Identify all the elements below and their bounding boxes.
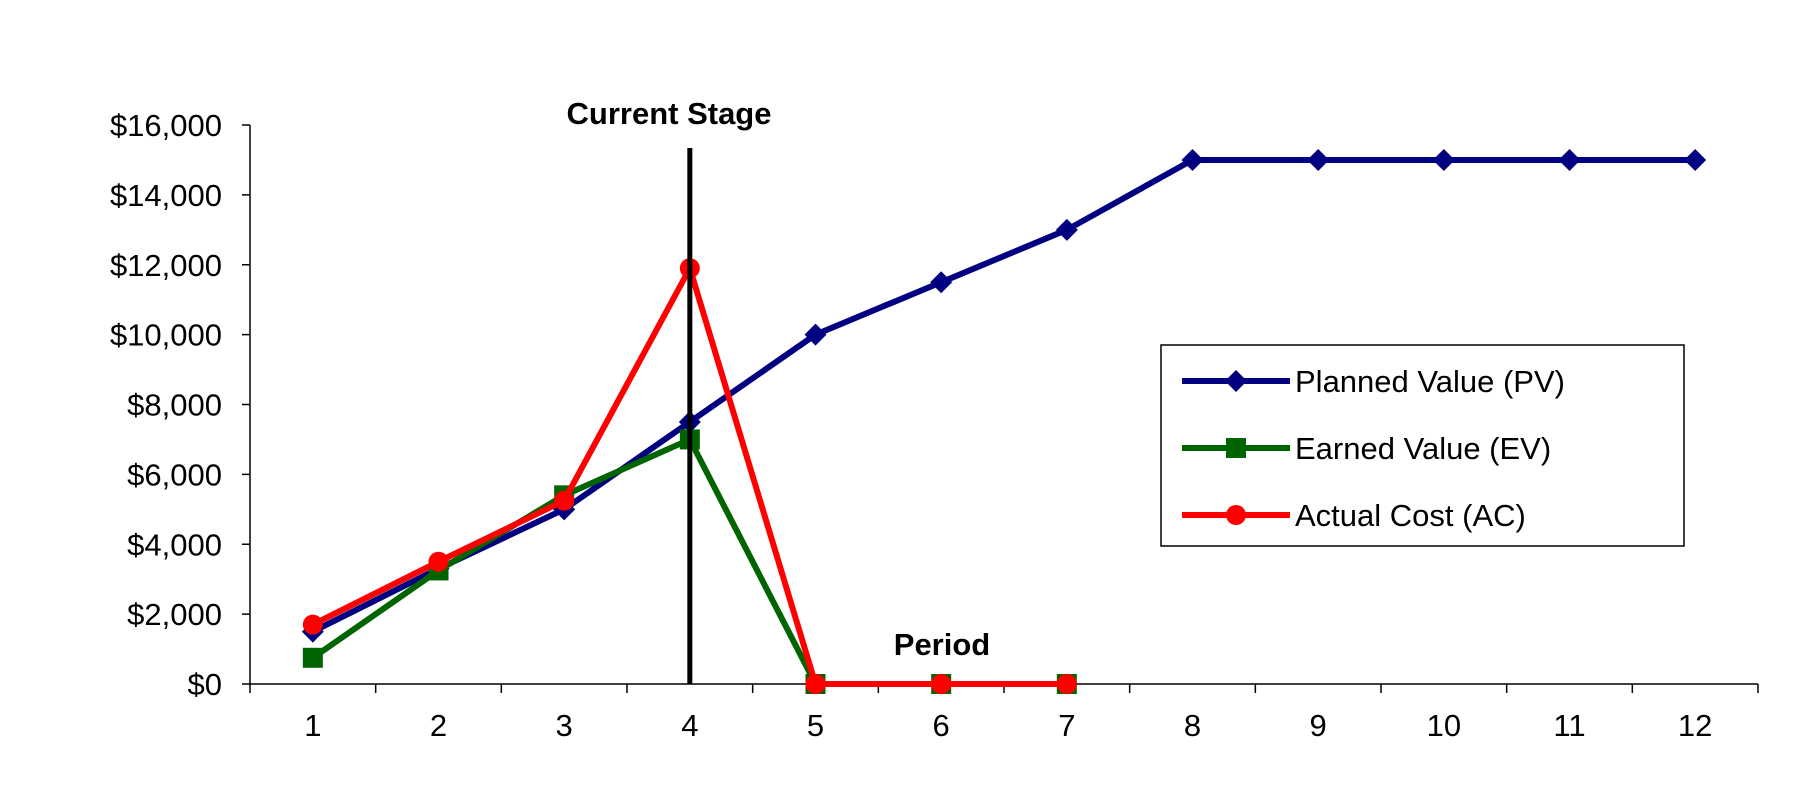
- x-axis-label: Period: [894, 627, 990, 662]
- x-tick-label: 7: [1058, 708, 1075, 743]
- x-tick-label: 9: [1310, 708, 1327, 743]
- data-point: [1181, 148, 1204, 171]
- data-point: [1307, 148, 1330, 171]
- x-tick-label: 10: [1427, 708, 1461, 743]
- x-tick-label: 12: [1678, 708, 1712, 743]
- y-tick-label: $8,000: [127, 388, 222, 423]
- y-tick-label: $6,000: [127, 457, 222, 492]
- y-tick-label: $2,000: [127, 597, 222, 632]
- data-point: [930, 271, 953, 294]
- x-tick-label: 1: [304, 708, 321, 743]
- series-line: [311, 156, 1696, 635]
- x-tick-label: 3: [556, 708, 573, 743]
- legend-marker: [1225, 370, 1247, 392]
- data-point: [1056, 674, 1077, 694]
- data-point: [428, 551, 449, 572]
- x-tick-label: 11: [1553, 708, 1585, 743]
- x-tick-label: 4: [681, 708, 698, 743]
- legend-marker: [1226, 438, 1246, 458]
- data-point: [804, 323, 827, 346]
- legend-marker: [1226, 505, 1246, 525]
- data-point: [1558, 148, 1581, 171]
- data-point: [1055, 218, 1078, 241]
- y-tick-label: $10,000: [110, 318, 222, 353]
- data-point: [805, 674, 826, 694]
- legend: Planned Value (PV) Earned Value (EV) Actua…: [1160, 344, 1685, 547]
- x-tick-label: 2: [430, 708, 447, 743]
- data-point: [931, 674, 952, 694]
- current-stage-label: Current Stage: [567, 96, 772, 131]
- x-tick-label: 8: [1184, 708, 1201, 743]
- data-point: [302, 614, 323, 635]
- data-point: [1432, 148, 1455, 171]
- legend-label: Earned Value (EV): [1295, 431, 1551, 466]
- x-axis-ticks: 1 2 3 4 5 6 7 8 9 10 11 12: [249, 684, 1759, 743]
- legend-label: Planned Value (PV): [1295, 364, 1565, 399]
- x-tick-label: 6: [933, 708, 950, 743]
- y-tick-label: $16,000: [110, 108, 222, 143]
- y-axis-ticks: $0 $2,000 $4,000 $6,000 $8,000 $10,000 $12,000…: [110, 108, 250, 702]
- y-tick-label: $4,000: [127, 527, 222, 562]
- data-point: [554, 490, 575, 511]
- data-point: [1684, 148, 1707, 171]
- y-tick-label: $14,000: [110, 178, 222, 213]
- y-tick-label: $0: [188, 667, 222, 702]
- legend-label: Actual Cost (AC): [1295, 498, 1526, 533]
- x-tick-label: 5: [807, 708, 824, 743]
- data-point: [302, 647, 323, 668]
- y-tick-label: $12,000: [110, 248, 222, 283]
